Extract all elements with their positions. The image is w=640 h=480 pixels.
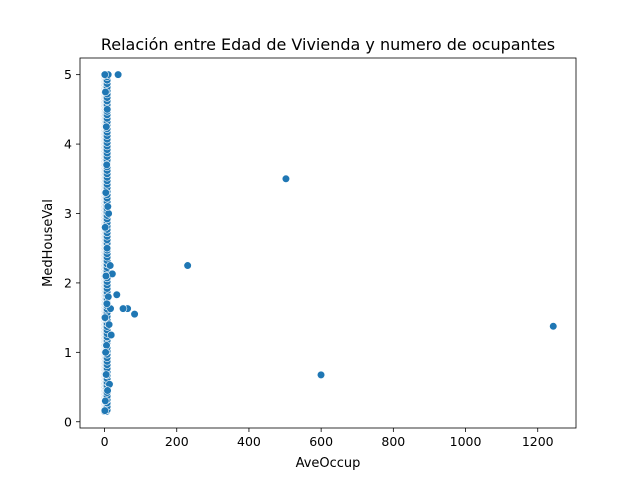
x-axis: 0 200 400 600 800 1000 1200: [101, 428, 554, 449]
data-point: [104, 320, 114, 329]
data-point: [130, 310, 139, 319]
x-tick-label: 0: [101, 434, 109, 449]
data-point: [102, 244, 112, 253]
data-point: [102, 370, 111, 379]
y-tick-label: 1: [64, 345, 72, 360]
data-point: [103, 386, 112, 395]
y-tick-label: 4: [64, 137, 72, 152]
y-tick-label: 2: [64, 275, 72, 290]
data-point: [102, 160, 111, 169]
data-point: [104, 292, 113, 301]
x-tick-label: 1000: [450, 434, 482, 449]
data-point: [101, 271, 111, 281]
data-point: [101, 348, 110, 357]
data-point: [103, 105, 112, 114]
x-tick-label: 800: [381, 434, 405, 449]
x-tick-label: 200: [165, 434, 189, 449]
data-point: [281, 174, 291, 183]
data-point: [112, 290, 121, 299]
data-point: [114, 70, 123, 79]
data-point: [100, 406, 110, 415]
x-axis-label: AveOccup: [296, 456, 361, 471]
data-point: [549, 322, 558, 331]
data-point: [106, 261, 115, 270]
data-point: [101, 223, 110, 232]
data-point: [100, 70, 109, 79]
y-tick-label: 0: [64, 414, 72, 429]
data-point: [104, 209, 113, 218]
y-axis-label: MedHouseVal: [41, 199, 56, 287]
x-tick-label: 400: [237, 434, 261, 449]
points-layer: [100, 70, 558, 416]
data-point: [101, 396, 110, 406]
y-tick-label: 5: [64, 67, 72, 82]
data-point: [101, 188, 110, 197]
data-point: [183, 261, 192, 270]
data-point: [102, 122, 111, 131]
data-point: [102, 299, 111, 308]
chart-title: Relación entre Edad de Vivienda y numero…: [101, 35, 555, 54]
data-point: [316, 370, 326, 379]
y-axis: 0 1 2 3 4 5: [64, 67, 80, 429]
plot-frame: [79, 57, 577, 429]
data-point: [101, 87, 110, 97]
x-tick-label: 600: [309, 434, 333, 449]
y-tick-label: 3: [64, 206, 72, 221]
data-point: [100, 313, 110, 322]
data-point: [103, 202, 112, 211]
data-point: [102, 341, 111, 350]
x-tick-label: 1200: [522, 434, 554, 449]
data-point: [118, 304, 128, 313]
data-point: [107, 330, 116, 340]
